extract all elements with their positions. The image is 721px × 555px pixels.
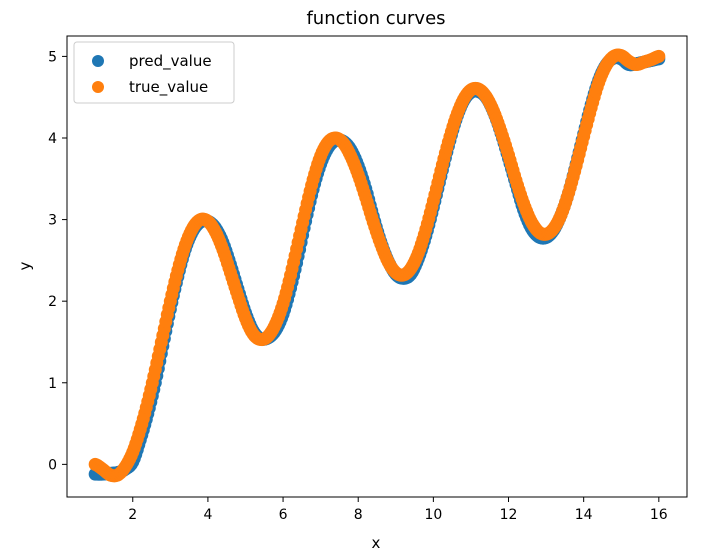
legend-marker-pred-value — [92, 55, 104, 67]
x-tick-label: 10 — [424, 507, 442, 523]
x-tick-label: 4 — [203, 507, 212, 523]
legend: pred_value true_value — [73, 41, 235, 104]
x-axis-label: x — [372, 534, 381, 552]
y-axis-ticks: 0 1 2 3 4 5 — [48, 49, 67, 473]
chart-title: function curves — [306, 8, 445, 29]
axes-frame — [66, 35, 688, 498]
y-tick-label: 3 — [48, 213, 57, 229]
legend-label-pred-value: pred_value — [129, 52, 212, 71]
y-tick-label: 5 — [48, 49, 57, 65]
x-tick-label: 6 — [279, 507, 288, 523]
x-tick-label: 2 — [128, 507, 137, 523]
y-axis-label: y — [16, 261, 34, 270]
x-tick-label: 8 — [354, 507, 363, 523]
legend-marker-true-value — [92, 81, 104, 93]
data-point — [652, 49, 666, 63]
series-layer — [88, 48, 666, 483]
y-tick-label: 4 — [48, 131, 57, 147]
y-tick-label: 0 — [48, 457, 57, 473]
x-tick-label: 16 — [650, 507, 668, 523]
legend-label-true-value: true_value — [129, 78, 208, 97]
y-tick-label: 1 — [48, 376, 57, 392]
x-axis-ticks: 2 4 6 8 10 12 14 16 — [128, 497, 668, 523]
legend-box — [73, 41, 235, 104]
series-true-value — [88, 48, 666, 483]
x-tick-label: 12 — [500, 507, 518, 523]
x-tick-label: 14 — [575, 507, 593, 523]
y-tick-label: 2 — [48, 294, 57, 310]
